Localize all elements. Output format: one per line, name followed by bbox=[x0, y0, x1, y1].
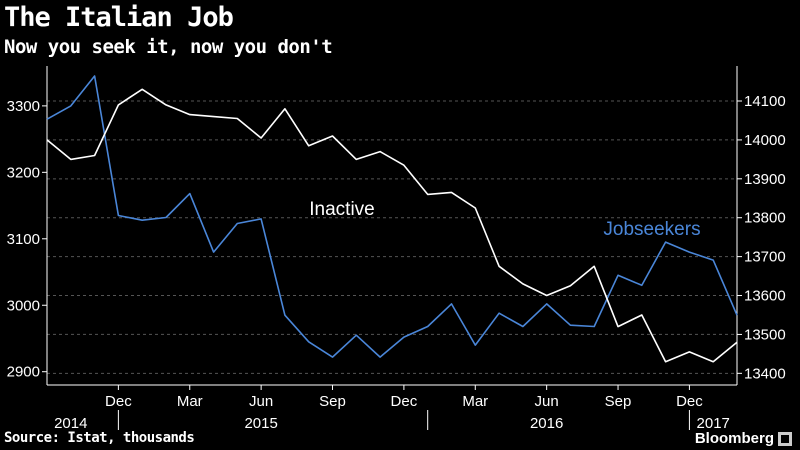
right-tick-label: 13400 bbox=[744, 365, 786, 382]
left-tick-label: 3100 bbox=[7, 231, 40, 248]
source-note: Source: Istat, thousands bbox=[4, 430, 195, 446]
right-tick-label: 13800 bbox=[744, 210, 786, 227]
x-tick-label: Dec bbox=[105, 393, 132, 410]
x-tick-label: Mar bbox=[177, 393, 203, 410]
series-line-jobseekers bbox=[46, 75, 738, 358]
bloomberg-logo-icon bbox=[778, 431, 792, 446]
left-tick-label: 2900 bbox=[7, 364, 40, 381]
chart-title: The Italian Job bbox=[4, 2, 234, 33]
year-label: 2016 bbox=[530, 415, 563, 432]
x-tick-label: Sep bbox=[319, 393, 346, 410]
series-line-inactive bbox=[46, 88, 738, 363]
brand-logo: Bloomberg bbox=[695, 430, 792, 447]
year-label: 2014 bbox=[54, 415, 87, 432]
year-label: 2015 bbox=[244, 415, 277, 432]
bloomberg-wordmark: Bloomberg bbox=[694, 430, 774, 447]
annotation-jobseekers: Jobseekers bbox=[603, 219, 700, 240]
annotation-inactive: Inactive bbox=[309, 199, 374, 220]
left-tick-label: 3300 bbox=[7, 98, 40, 115]
right-tick-label: 13900 bbox=[744, 171, 786, 188]
right-tick-label: 13700 bbox=[744, 249, 786, 266]
right-tick-label: 14000 bbox=[744, 132, 786, 149]
year-label: 2017 bbox=[697, 415, 730, 432]
x-tick-label: Sep bbox=[605, 393, 632, 410]
x-tick-label: Jun bbox=[249, 393, 273, 410]
left-tick-label: 3000 bbox=[7, 297, 40, 314]
x-tick-label: Dec bbox=[391, 393, 418, 410]
x-tick-label: Dec bbox=[676, 393, 703, 410]
chart-subtitle: Now you seek it, now you don't bbox=[4, 36, 333, 58]
right-tick-label: 13600 bbox=[744, 288, 786, 305]
x-tick-label: Jun bbox=[535, 393, 559, 410]
right-tick-label: 13500 bbox=[744, 326, 786, 343]
x-tick-label: Mar bbox=[462, 393, 488, 410]
left-tick-label: 3200 bbox=[7, 164, 40, 181]
right-tick-label: 14100 bbox=[744, 93, 786, 110]
